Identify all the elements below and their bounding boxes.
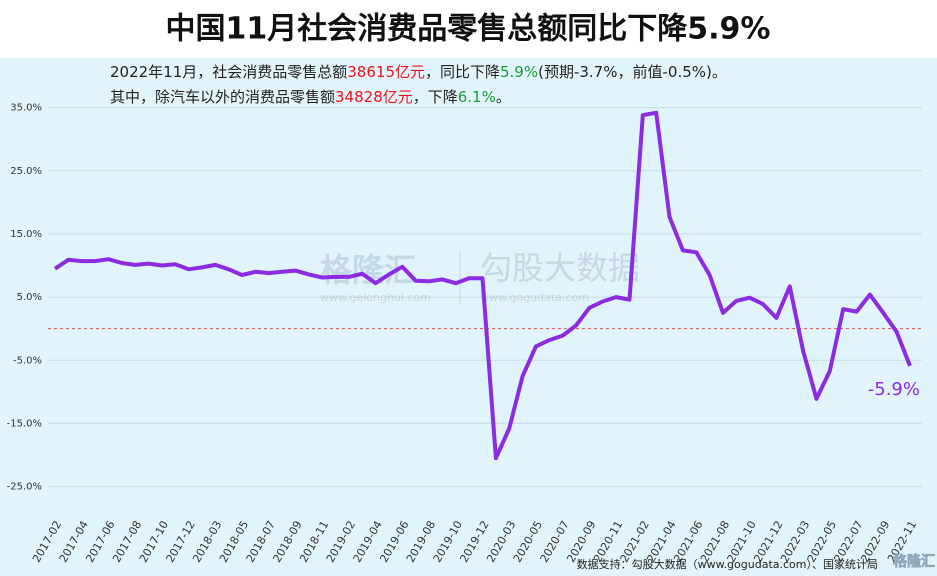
y-tick-label: 5.0% bbox=[17, 292, 42, 303]
source: 数据支持：勾股大数据（www.gogudata.com）、国家统计局 bbox=[577, 557, 878, 571]
subtitle-run: ，下降 bbox=[413, 88, 458, 106]
watermark-text: 格隆汇 bbox=[320, 251, 416, 289]
watermark-text: www.gogudata.com bbox=[480, 291, 589, 304]
subtitle-run: 6.1% bbox=[458, 88, 496, 106]
y-tick-label: -15.0% bbox=[7, 418, 42, 429]
watermark: 格隆汇 www.gelonghui.com 勾股大数据 www.gogudata… bbox=[320, 249, 640, 305]
subtitle-run: 2022年11月，社会消费品零售总额 bbox=[110, 63, 347, 81]
watermark-text: 勾股大数据 bbox=[480, 249, 640, 287]
subtitle-run: ，同比下降 bbox=[425, 63, 500, 81]
watermark-text: www.gelonghui.com bbox=[320, 291, 431, 304]
y-tick-label: 15.0% bbox=[10, 229, 42, 240]
logo: 格隆汇 bbox=[893, 553, 935, 570]
y-tick-label: 35.0% bbox=[10, 103, 42, 114]
subtitle-run: 。 bbox=[496, 88, 511, 106]
subtitle-line: 2022年11月，社会消费品零售总额38615亿元，同比下降5.9%(预期-3.… bbox=[110, 63, 727, 81]
subtitle: 2022年11月，社会消费品零售总额38615亿元，同比下降5.9%(预期-3.… bbox=[110, 63, 727, 106]
subtitle-run: 38615亿元 bbox=[347, 63, 425, 81]
title-band bbox=[0, 0, 937, 58]
y-tick-label: -5.0% bbox=[13, 355, 42, 366]
end-label: -5.9% bbox=[868, 379, 920, 400]
y-tick-label: -25.0% bbox=[7, 482, 42, 493]
chart-title: 中国11月社会消费品零售总额同比下降5.9% bbox=[166, 12, 771, 47]
subtitle-run: 其中，除汽车以外的消费品零售额 bbox=[110, 88, 335, 106]
subtitle-line: 其中，除汽车以外的消费品零售额34828亿元，下降6.1%。 bbox=[110, 88, 511, 106]
y-tick-label: 25.0% bbox=[10, 166, 42, 177]
subtitle-run: 5.9% bbox=[500, 63, 538, 81]
subtitle-run: 34828亿元 bbox=[335, 88, 413, 106]
subtitle-run: (预期-3.7%，前值-0.5%)。 bbox=[538, 63, 727, 81]
data-line bbox=[53, 110, 912, 461]
